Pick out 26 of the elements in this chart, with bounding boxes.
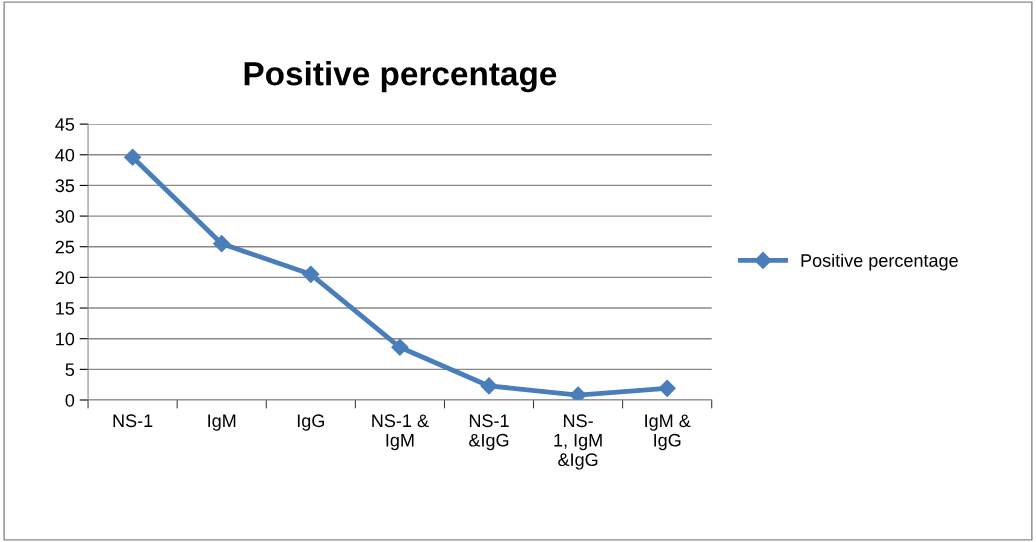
y-tick-label: 40 [55,148,75,162]
point [302,265,320,283]
y-tick-label: 45 [55,118,75,131]
point [213,235,231,253]
x-tick-label: NS-1 [113,414,153,428]
y-tick-label: 10 [56,332,75,346]
legend-label: Positive percentage [801,253,958,271]
point [391,338,409,356]
point [480,377,498,395]
x-tick-label: NS- 1, IgM &IgG [554,414,602,470]
point [569,386,587,400]
chart-title: Positive percentage [244,61,557,93]
point [124,148,142,166]
y-tick-label: 5 [65,363,75,377]
x-tick-label: IgM & IgG [645,414,691,451]
x-tick-label: NS-1 & IgM [372,414,429,451]
y-tick-label: 20 [55,271,75,285]
y-tick-label: 25 [55,240,75,254]
y-tick-label: 30 [55,210,75,223]
y-tick-label: 35 [55,179,75,193]
point [658,379,676,397]
y-tick-label: 0 [65,393,75,407]
x-tick-label: IgM [208,414,236,431]
x-tick-label: IgG [297,414,324,431]
y-tick-label: 15 [56,302,75,315]
x-tick-label: NS-1 &IgG [469,414,509,451]
